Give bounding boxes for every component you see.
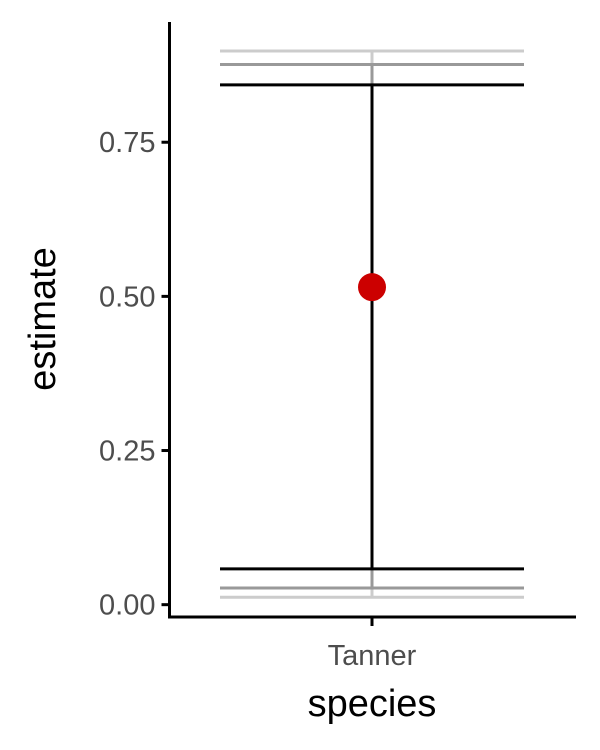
estimate-point [358, 273, 386, 302]
x-tick-label: Tanner [328, 640, 417, 672]
y-ticks: 0.00 0.25 0.50 0.75 [99, 127, 170, 622]
x-axis-title: species [308, 683, 437, 725]
intervals-layer [220, 49, 524, 599]
y-axis-title: estimate [22, 247, 64, 391]
y-tick-label: 0.75 [99, 127, 155, 159]
y-tick-label: 0.00 [99, 590, 155, 622]
y-tick-label: 0.25 [99, 436, 155, 468]
x-ticks: Tanner [328, 617, 417, 672]
y-tick-label: 0.50 [99, 281, 155, 313]
points-layer [358, 273, 386, 302]
